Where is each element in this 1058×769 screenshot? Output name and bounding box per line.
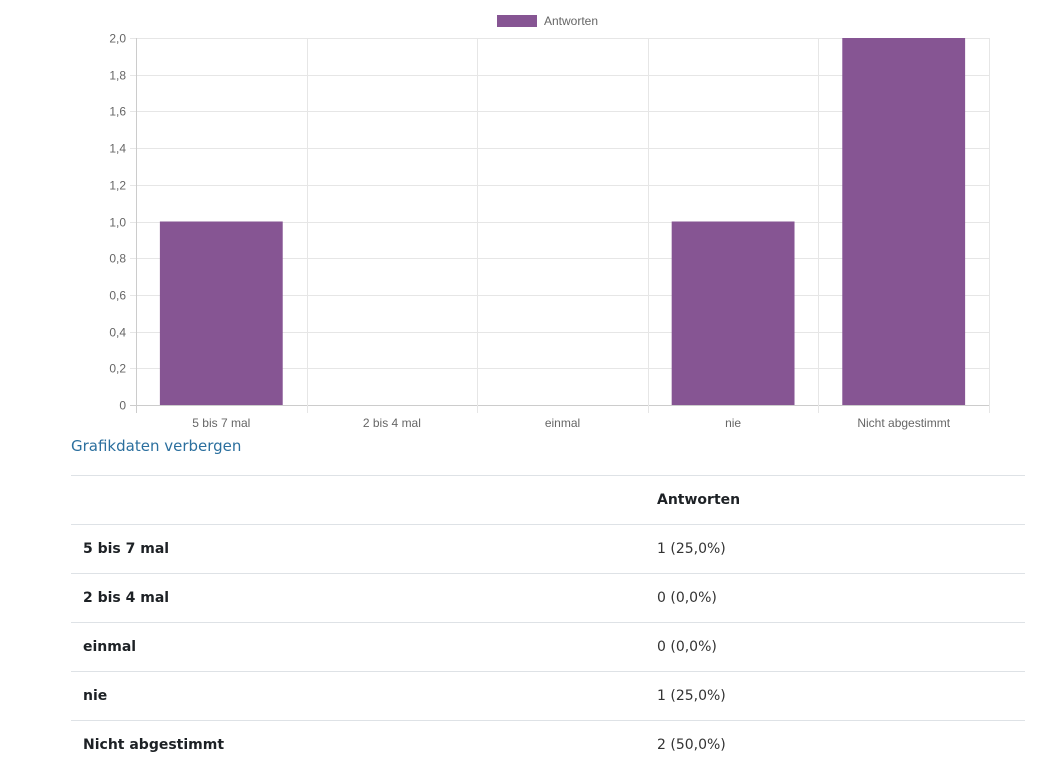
y-tick-label: 0 bbox=[119, 399, 126, 413]
table-row: 5 bis 7 mal 1 (25,0%) bbox=[71, 525, 1025, 574]
x-tick-label: 5 bis 7 mal bbox=[192, 416, 250, 430]
table-row: einmal 0 (0,0%) bbox=[71, 623, 1025, 672]
y-tick-label: 0,6 bbox=[109, 289, 126, 303]
chart-bars bbox=[160, 38, 965, 405]
y-tick-label: 1,6 bbox=[109, 105, 126, 119]
y-tick-label: 0,2 bbox=[109, 362, 126, 376]
table-header-row: Antworten bbox=[71, 476, 1025, 525]
x-tick-label: 2 bis 4 mal bbox=[363, 416, 421, 430]
chart-data-table: Antworten 5 bis 7 mal 1 (25,0%) 2 bis 4 … bbox=[71, 475, 1025, 769]
row-value: 0 (0,0%) bbox=[645, 574, 1025, 623]
x-tick-label: einmal bbox=[545, 416, 580, 430]
x-tick-label: Nicht abgestimmt bbox=[857, 416, 950, 430]
row-value: 1 (25,0%) bbox=[645, 672, 1025, 721]
bar-4[interactable] bbox=[842, 38, 965, 405]
y-tick-label: 0,8 bbox=[109, 252, 126, 266]
bar-0[interactable] bbox=[160, 222, 283, 406]
legend-swatch[interactable] bbox=[497, 15, 537, 27]
row-label: Nicht abgestimmt bbox=[71, 721, 645, 769]
x-tick-label: nie bbox=[725, 416, 741, 430]
bar-chart: 0 0,2 0,4 0,6 0,8 1,0 1,2 1,4 1,6 1,8 2,0 5 bis 7 m… bbox=[0, 0, 1058, 432]
y-tick-label: 1,4 bbox=[109, 142, 126, 156]
table-row: nie 1 (25,0%) bbox=[71, 672, 1025, 721]
y-tick-label: 1,8 bbox=[109, 69, 126, 83]
row-label: 5 bis 7 mal bbox=[71, 525, 645, 574]
chart-legend[interactable]: Antworten bbox=[497, 14, 598, 28]
table-row: Nicht abgestimmt 2 (50,0%) bbox=[71, 721, 1025, 769]
hide-chart-data-link[interactable]: Grafikdaten verbergen bbox=[71, 437, 241, 455]
row-label: nie bbox=[71, 672, 645, 721]
y-tick-label: 1,2 bbox=[109, 179, 126, 193]
row-value: 0 (0,0%) bbox=[645, 623, 1025, 672]
row-label: einmal bbox=[71, 623, 645, 672]
y-tick-label: 2,0 bbox=[109, 32, 126, 46]
table-row: 2 bis 4 mal 0 (0,0%) bbox=[71, 574, 1025, 623]
y-tick-label: 0,4 bbox=[109, 326, 126, 340]
bar-3[interactable] bbox=[672, 222, 795, 406]
row-value: 2 (50,0%) bbox=[645, 721, 1025, 769]
row-value: 1 (25,0%) bbox=[645, 525, 1025, 574]
table-header-antworten: Antworten bbox=[645, 476, 1025, 525]
y-tick-label: 1,0 bbox=[109, 216, 126, 230]
legend-label[interactable]: Antworten bbox=[544, 14, 598, 28]
row-label: 2 bis 4 mal bbox=[71, 574, 645, 623]
table-header-category bbox=[71, 476, 645, 525]
